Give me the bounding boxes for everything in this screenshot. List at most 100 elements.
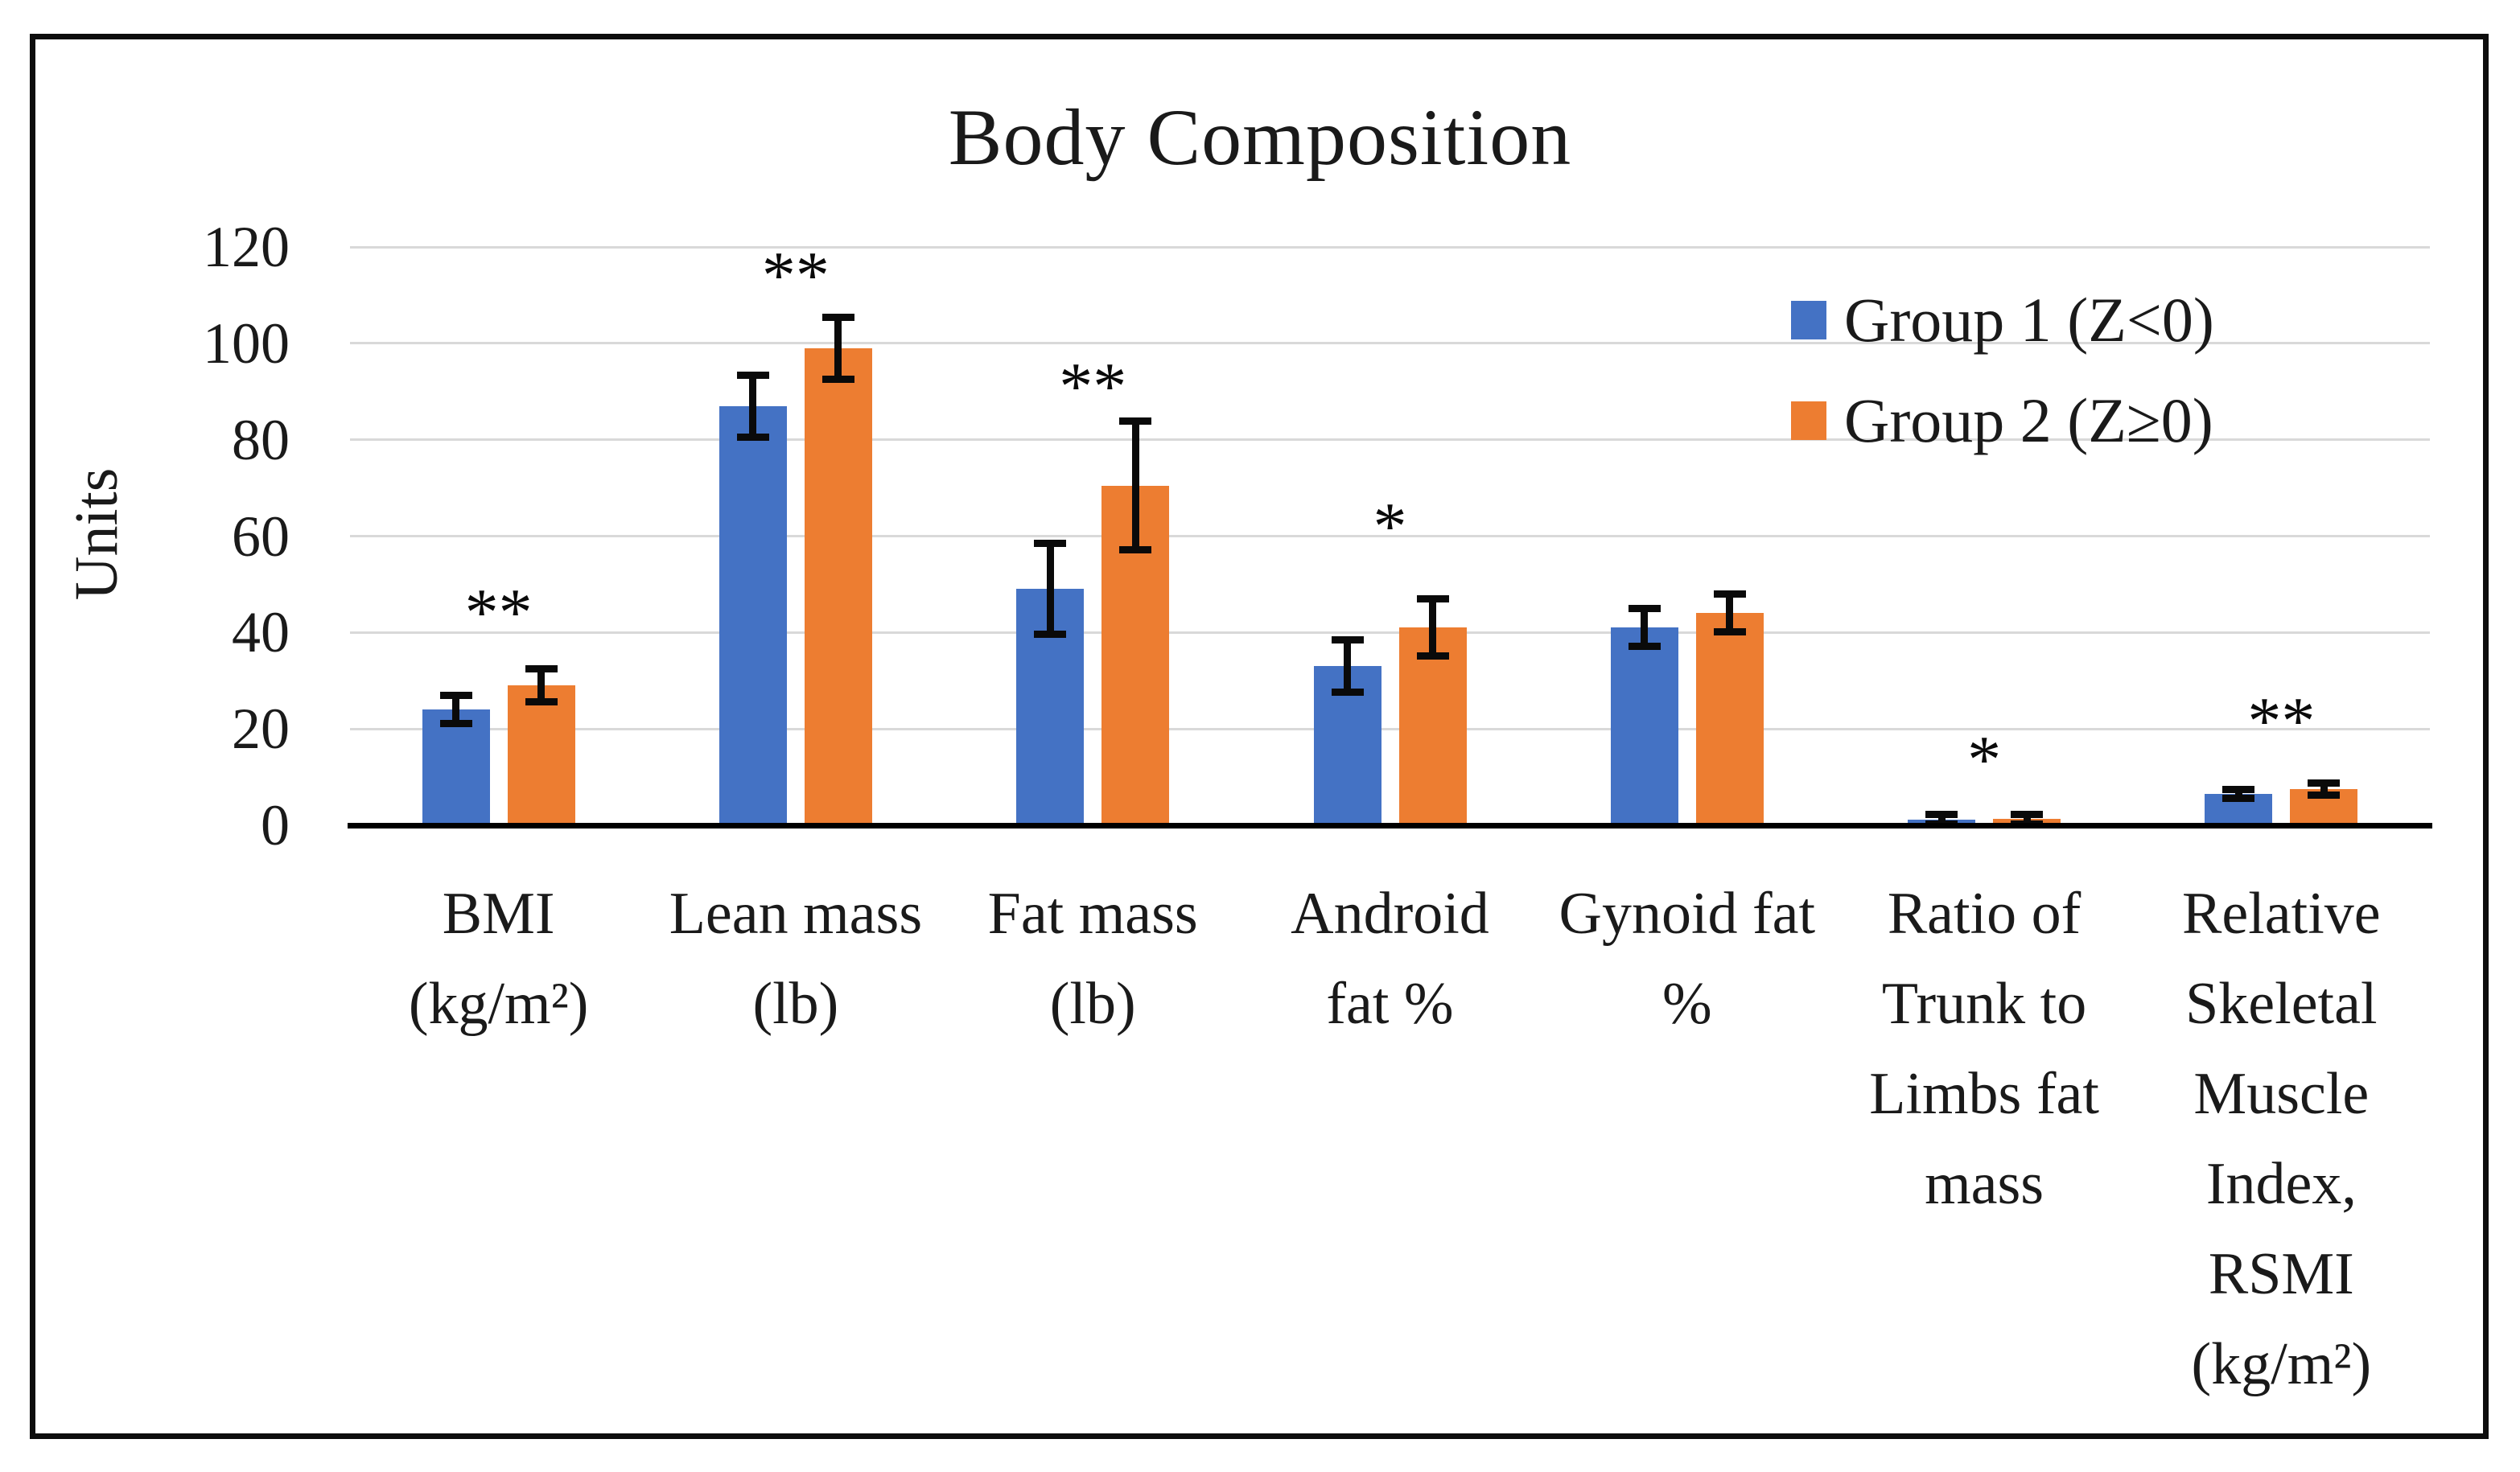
significance-marker-cat1: **	[464, 575, 533, 651]
legend-label-group2: Group 2 (Z≥0)	[1844, 385, 2213, 455]
category-label-line: (kg/m²)	[2191, 1331, 2372, 1397]
bar-series2-cat1	[507, 685, 575, 825]
error-bar-cap-top	[1034, 540, 1067, 548]
gridline-100	[350, 342, 2430, 345]
error-bar-cap-top	[2222, 786, 2255, 794]
error-bar-stem	[1726, 596, 1734, 631]
category-label-line: RSMI	[2208, 1241, 2354, 1307]
legend-label-group1: Group 1 (Z<0)	[1844, 285, 2214, 355]
legend-item-group2: Group 2 (Z≥0)	[1791, 372, 2213, 469]
category-label-7: Relative Skeletal Muscle Index, RSMI (kg/m²)	[2133, 869, 2430, 1409]
category-label-line: Index,	[2205, 1151, 2357, 1217]
error-bar-stem	[2234, 792, 2242, 797]
error-bar-cap-bottom	[1628, 643, 1661, 651]
category-label-line: Trunk to	[1881, 971, 2087, 1037]
category-label-line: Skeletal	[2185, 971, 2378, 1037]
legend-swatch-group1	[1791, 301, 1826, 339]
category-label-line: Fat mass	[987, 881, 1198, 947]
error-bar-cap-bottom	[2308, 791, 2341, 799]
significance-marker-cat6: *	[1967, 722, 2002, 798]
gridline-20	[350, 727, 2430, 730]
bar-series2-cat5	[1695, 613, 1764, 825]
error-bar-cap-bottom	[2222, 795, 2255, 803]
category-label-line: Lean mass	[669, 881, 923, 947]
category-label-line: fat %	[1326, 971, 1454, 1037]
error-bar-cap-top	[439, 692, 472, 700]
error-bar-cap-bottom	[1119, 546, 1152, 554]
error-bar-cap-top	[736, 371, 769, 379]
error-bar-cap-top	[525, 665, 558, 673]
gridline-80	[350, 438, 2430, 442]
bar-series1-cat1	[422, 709, 490, 825]
bar-series2-cat4	[1398, 627, 1467, 825]
error-bar-cap-bottom	[1034, 631, 1067, 639]
error-bar-cap-bottom	[1416, 652, 1449, 660]
error-bar-stem	[834, 319, 842, 377]
category-label-6: Ratio of Trunk to Limbs fat mass	[1835, 869, 2132, 1229]
error-bar-cap-top	[1416, 595, 1449, 603]
error-bar-stem	[2320, 785, 2328, 793]
legend-item-group1: Group 1 (Z<0)	[1791, 272, 2214, 368]
error-bar-stem	[1046, 545, 1054, 633]
y-tick-label-120: 120	[203, 215, 290, 279]
error-bar-stem	[537, 671, 546, 701]
error-bar-cap-bottom	[1331, 689, 1364, 697]
y-tick-label-60: 60	[232, 504, 290, 569]
category-label-2: Lean mass (lb)	[647, 869, 944, 1049]
error-bar-cap-top	[2308, 779, 2341, 787]
bar-series1-cat5	[1610, 627, 1678, 825]
category-label-line: mass	[1925, 1151, 2044, 1217]
category-label-line: Gynoid fat	[1559, 881, 1816, 947]
y-tick-label-40: 40	[232, 600, 290, 665]
error-bar-cap-top	[1628, 605, 1661, 613]
category-label-line: Relative	[2182, 881, 2381, 947]
x-axis-line	[348, 822, 2432, 829]
error-bar-cap-top	[1925, 811, 1958, 819]
error-bar-cap-bottom	[439, 720, 472, 728]
category-label-line: Ratio of	[1887, 881, 2081, 947]
error-bar-cap-top	[2011, 810, 2044, 818]
gridline-40	[350, 631, 2430, 634]
bar-series1-cat2	[719, 405, 787, 825]
significance-marker-cat7: **	[2247, 684, 2316, 759]
y-tick-label-20: 20	[232, 697, 290, 762]
legend-swatch-group2	[1791, 401, 1826, 440]
chart-title: Body Composition	[948, 93, 1572, 182]
category-label-line: Muscle	[2193, 1061, 2370, 1127]
error-bar-stem	[452, 697, 460, 722]
y-tick-label-100: 100	[203, 310, 290, 376]
error-bar-stem	[1131, 422, 1139, 549]
error-bar-cap-top	[1119, 417, 1152, 425]
error-bar-stem	[1429, 601, 1436, 655]
error-bar-stem	[2023, 816, 2031, 822]
category-label-line: BMI	[442, 881, 555, 947]
significance-marker-cat3: **	[1059, 348, 1127, 424]
error-bar-cap-top	[1331, 636, 1364, 644]
gridline-60	[350, 535, 2430, 537]
error-bar-stem	[1641, 611, 1649, 645]
y-tick-label-80: 80	[232, 407, 290, 472]
category-label-line: Android	[1291, 881, 1489, 947]
category-label-1: BMI (kg/m²)	[350, 869, 647, 1049]
significance-marker-cat4: *	[1373, 488, 1407, 564]
gridline-120	[350, 245, 2430, 249]
y-tick-label-0: 0	[261, 793, 290, 857]
error-bar-stem	[1937, 816, 1946, 823]
error-bar-cap-bottom	[1713, 628, 1746, 636]
category-label-line: (kg/m²)	[408, 971, 589, 1037]
category-label-5: Gynoid fat%	[1538, 869, 1835, 1049]
error-bar-cap-top	[821, 313, 854, 321]
significance-marker-cat2: **	[761, 237, 830, 313]
error-bar-stem	[749, 376, 757, 435]
category-label-line: %	[1661, 971, 1712, 1037]
category-label-line: (lb)	[1049, 971, 1136, 1037]
error-bar-cap-top	[1713, 590, 1746, 598]
error-bar-cap-bottom	[525, 698, 558, 706]
bar-series2-cat2	[804, 347, 872, 825]
error-bar-stem	[1344, 642, 1351, 691]
category-label-4: Android fat %	[1241, 869, 1538, 1049]
error-bar-cap-bottom	[821, 375, 854, 383]
category-label-line: (lb)	[752, 971, 839, 1037]
category-label-3: Fat mass (lb)	[945, 869, 1241, 1049]
